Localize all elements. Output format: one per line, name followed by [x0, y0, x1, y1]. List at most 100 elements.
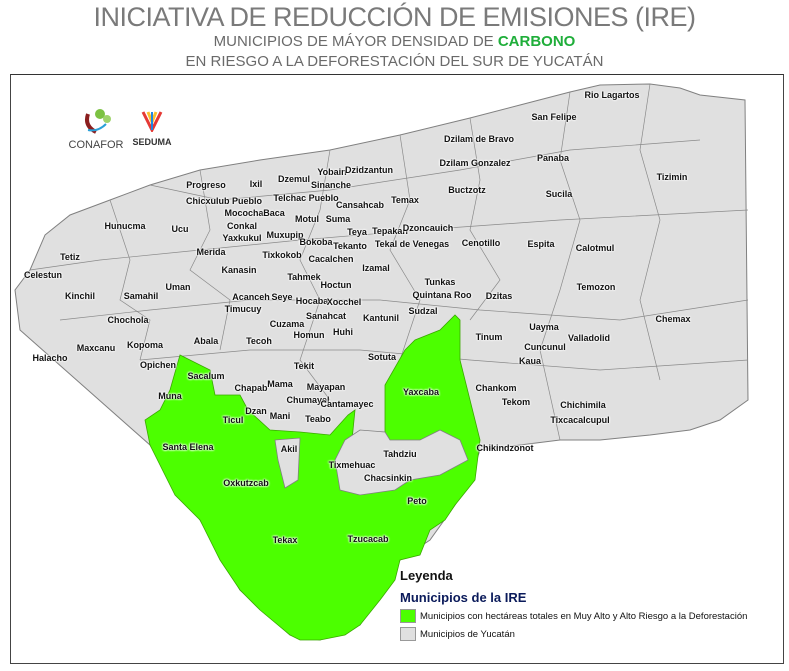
subtitle-line-1: MUNICIPIOS DE MÁYOR DENSIDAD DE CARBONO [0, 33, 789, 50]
municipio-label: Oxkutzcab [223, 478, 269, 488]
municipio-label: Akil [280, 444, 298, 454]
municipio-label: Mococha [224, 208, 264, 218]
municipio-label: Mama [267, 379, 293, 389]
municipio-label: Hocaba [295, 296, 329, 306]
municipio-label: Motul [295, 214, 319, 224]
municipio-label: Abala [193, 336, 219, 346]
municipio-label: Calotmul [575, 243, 615, 253]
municipio-label: Tizimin [656, 172, 688, 182]
municipio-label: Tetiz [60, 252, 80, 262]
municipio-label: Teya [347, 227, 367, 237]
akil-area [274, 437, 301, 489]
municipio-label: Suma [325, 214, 351, 224]
municipio-label: Uman [165, 282, 191, 292]
legend-swatch-green [400, 609, 416, 623]
municipio-label: Espita [527, 239, 555, 249]
municipio-label: Seye [271, 292, 293, 302]
municipio-label: Cuzama [269, 319, 305, 329]
municipio-label: Dzan [245, 406, 267, 416]
municipio-label: Samahil [123, 291, 159, 301]
municipio-label: Quintana Roo [412, 290, 472, 300]
legend-item-yucatan: Municipios de Yucatán [400, 627, 747, 641]
municipio-label: Ixil [249, 179, 263, 189]
municipio-label: Chochola [107, 315, 149, 325]
legend-subtitle: Municipios de la IRE [400, 590, 527, 605]
municipio-label: Maxcanu [76, 343, 116, 353]
municipal-borders [29, 83, 749, 441]
municipio-label: Uayma [529, 322, 559, 332]
subtitle-highlight: CARBONO [497, 33, 576, 50]
legend-label: Municipios con hectáreas totales en Muy … [420, 610, 748, 622]
municipio-label: Conkal [226, 221, 258, 231]
subtitle-prefix: MUNICIPIOS DE MÁYOR DENSIDAD DE [213, 33, 498, 50]
municipio-label: Temax [391, 195, 419, 205]
seduma-logo: SEDUMA [132, 110, 172, 147]
municipio-label: Tecoh [246, 336, 272, 346]
municipio-label: Chemax [655, 314, 691, 324]
municipio-label: Timucuy [224, 304, 262, 314]
municipio-label: Sudzal [408, 306, 438, 316]
municipio-label: Tekal de Venegas [374, 239, 450, 249]
conafor-text: CONAFOR [68, 139, 124, 151]
municipio-label: Tzucacab [347, 534, 389, 544]
municipio-label: Kaua [518, 356, 542, 366]
municipio-label: Valladolid [567, 333, 611, 343]
municipio-label: Mayapan [306, 382, 346, 392]
municipio-label: Dzidzantun [345, 165, 393, 175]
municipio-label: Tixcacalcupul [550, 415, 610, 425]
municipio-label: Huhi [333, 327, 353, 337]
municipio-label: Sucila [545, 189, 573, 199]
municipio-label: Baca [263, 208, 285, 218]
municipio-label: Hunucma [104, 221, 146, 231]
page-title: INICIATIVA DE REDUCCIÓN DE EMISIONES (IR… [93, 2, 696, 32]
municipio-label: Dzilam Gonzalez [439, 158, 511, 168]
municipio-label: Ticul [222, 415, 244, 425]
municipio-label: Panaba [536, 153, 570, 163]
municipio-label: Tekax [272, 535, 298, 545]
municipio-label: Sotuta [368, 352, 396, 362]
legend-swatch-gray [400, 627, 416, 641]
municipio-label: Tunkas [424, 277, 456, 287]
municipio-label: Tahmek [287, 272, 321, 282]
municipio-label: Chacsinkin [363, 473, 413, 483]
seduma-text: SEDUMA [132, 137, 172, 147]
municipio-label: Chikindzonot [476, 443, 534, 453]
municipio-label: Dzilam de Bravo [443, 134, 515, 144]
municipio-label: Tixkokob [262, 250, 302, 260]
municipio-label: Yobain [317, 167, 347, 177]
municipio-label: Kanasin [221, 265, 257, 275]
municipio-label: Mani [269, 411, 291, 421]
conafor-tree-icon [85, 109, 111, 134]
municipio-label: Cenotillo [461, 238, 501, 248]
municipio-label: Cacalchen [308, 254, 354, 264]
municipio-label: Peto [407, 496, 427, 506]
municipio-label: Ucu [171, 224, 189, 234]
municipio-label: Telchac Pueblo [273, 193, 339, 203]
municipio-label: Dzitas [485, 291, 513, 301]
legend-label: Municipios de Yucatán [420, 628, 515, 640]
municipio-label: Tekanto [333, 241, 367, 251]
municipio-label: Cansahcab [335, 200, 385, 210]
municipio-label: Xocchel [326, 297, 362, 307]
municipio-label: Celestun [23, 270, 63, 280]
municipio-label: Chichimila [560, 400, 606, 410]
legend: Leyenda Municipios de la IRE Municipios … [400, 568, 747, 641]
municipio-label: Teabo [305, 414, 331, 424]
municipio-label: Opichen [139, 360, 177, 370]
municipio-label: Dzemul [277, 174, 311, 184]
municipio-label: Muna [158, 391, 182, 401]
municipio-label: Bokoba [299, 237, 333, 247]
municipio-label: Merida [196, 247, 226, 257]
municipio-label: Chumayel [286, 395, 330, 405]
municipio-label: Cuncunul [524, 342, 566, 352]
municipio-label: Tinum [475, 332, 503, 342]
conafor-logo: CONAFOR [66, 106, 126, 151]
municipio-label: Yaxcaba [402, 387, 440, 397]
ire-municipios-region [144, 314, 481, 641]
map-frame [10, 74, 784, 664]
legend-title: Leyenda [400, 568, 453, 583]
municipio-label: San Felipe [531, 112, 577, 122]
tixmehuac-tahdziu-area [334, 429, 469, 496]
municipio-label: Yaxkukul [222, 233, 262, 243]
